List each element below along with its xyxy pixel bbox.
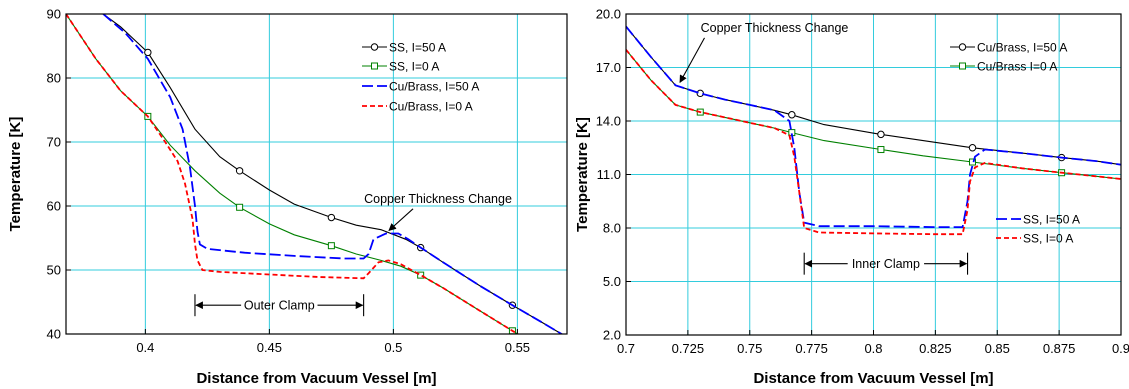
x-tick-label: 0.85: [985, 341, 1010, 356]
series-line-0: [102, 14, 563, 334]
data-point-square: [969, 158, 976, 166]
series-line-3: [66, 14, 520, 334]
x-tick-label: 0.75: [737, 341, 762, 356]
annotation-copper-thickness-label: Copper Thickness Change: [364, 192, 512, 206]
annotation-copper-thickness-label: Copper Thickness Change: [701, 21, 849, 35]
chart-left-y-axis-label: Temperature [K]: [7, 117, 24, 232]
legend-marker-square: [371, 62, 378, 70]
x-tick-label: 0.875: [1043, 341, 1076, 356]
chart-left-x-axis-label: Distance from Vacuum Vessel [m]: [196, 370, 436, 387]
chart-left-series: [66, 14, 564, 335]
legend-label-2: Cu/Brass, I=50 A: [389, 80, 479, 94]
annotation-clamp-label: Inner Clamp: [852, 257, 920, 271]
x-tick-label: 0.9: [1112, 341, 1129, 356]
y-tick-label: 80: [47, 71, 61, 86]
legend-label-2: SS, I=50 A: [1023, 213, 1080, 227]
legend-marker-circle: [370, 43, 379, 51]
y-tick-label: 50: [47, 263, 61, 278]
x-tick-label: 0.4: [136, 340, 154, 355]
y-tick-label: 14.0: [596, 114, 621, 129]
legend-marker-square: [959, 62, 966, 70]
data-point-square: [236, 203, 244, 211]
x-tick-label: 0.775: [795, 341, 828, 356]
y-tick-label: 2.0: [603, 328, 621, 343]
chart-left: 0.4 0.45 0.5 0.55 40 50 60 70 80 90 Distance from…: [7, 7, 568, 387]
legend-marker-circle: [958, 43, 967, 51]
chart-right: 0.7 0.725 0.75 0.775 0.8 0.825 0.85 0.875 0.9 2.0…: [574, 7, 1129, 388]
data-point-square: [327, 242, 335, 250]
data-point-circle: [144, 48, 152, 57]
chart-right-legend: Cu/Brass, I=50 A Cu/Brass I=0 A SS, I=50 A…: [950, 41, 1080, 246]
legend-label-3: Cu/Brass, I=0 A: [389, 100, 473, 114]
x-tick-label: 0.55: [505, 340, 530, 355]
legend-label-0: Cu/Brass, I=50 A: [977, 41, 1067, 55]
data-point-circle: [877, 130, 885, 139]
legend-label-1: Cu/Brass I=0 A: [977, 60, 1057, 74]
chart-left-frame: [65, 13, 568, 335]
annotation-clamp-label: Outer Clamp: [244, 299, 315, 313]
x-tick-label: 0.45: [257, 340, 282, 355]
chart-right-annotations: Copper Thickness Change Inner Clamp: [679, 21, 969, 275]
chart-right-ticks: 0.7 0.725 0.75 0.775 0.8 0.825 0.85 0.875 0.9 2.0…: [596, 7, 1129, 357]
series-line-3: [626, 49, 1121, 236]
data-point-circle: [235, 167, 244, 175]
x-tick-label: 0.725: [672, 341, 705, 356]
x-tick-label: 0.7: [617, 341, 635, 356]
annotation-arrow: [388, 208, 414, 232]
x-tick-label: 0.8: [864, 341, 882, 356]
data-point-square: [417, 271, 425, 279]
series-line-1: [626, 49, 1121, 180]
y-tick-label: 5.0: [603, 274, 621, 289]
y-tick-label: 20.0: [596, 7, 621, 22]
y-tick-label: 8.0: [603, 221, 621, 236]
y-tick-label: 11.0: [597, 167, 621, 182]
chart-left-annotations: Copper Thickness Change Outer Clamp: [194, 192, 512, 317]
y-tick-label: 60: [47, 199, 61, 214]
chart-left-grid: [66, 14, 567, 334]
legend-label-0: SS, I=50 A: [389, 41, 446, 55]
chart-right-y-axis-label: Temperature [K]: [574, 117, 591, 232]
x-tick-label: 0.825: [919, 341, 952, 356]
x-tick-label: 0.5: [384, 340, 402, 355]
data-point-square: [877, 146, 885, 154]
data-point-circle: [327, 213, 336, 222]
y-tick-label: 17.0: [596, 60, 621, 75]
legend-label-1: SS, I=0 A: [389, 60, 439, 74]
chart-right-series: [626, 25, 1121, 236]
chart-left-legend: SS, I=50 A SS, I=0 A Cu/Brass, I=50 A Cu/Br…: [362, 41, 479, 114]
chart-right-x-axis-label: Distance from Vacuum Vessel [m]: [753, 370, 993, 387]
chart-left-ticks: 0.4 0.45 0.5 0.55 40 50 60 70 80 90: [47, 7, 531, 356]
y-tick-label: 70: [47, 135, 61, 150]
annotation-arrow: [679, 37, 705, 84]
legend-label-3: SS, I=0 A: [1023, 232, 1073, 246]
series-line-1: [66, 14, 519, 334]
data-point-circle: [788, 111, 796, 119]
y-tick-label: 40: [47, 327, 61, 342]
series-line-2: [102, 14, 564, 334]
y-tick-label: 90: [47, 7, 61, 22]
series-line-2: [626, 25, 1121, 229]
data-point-circle: [968, 144, 977, 152]
